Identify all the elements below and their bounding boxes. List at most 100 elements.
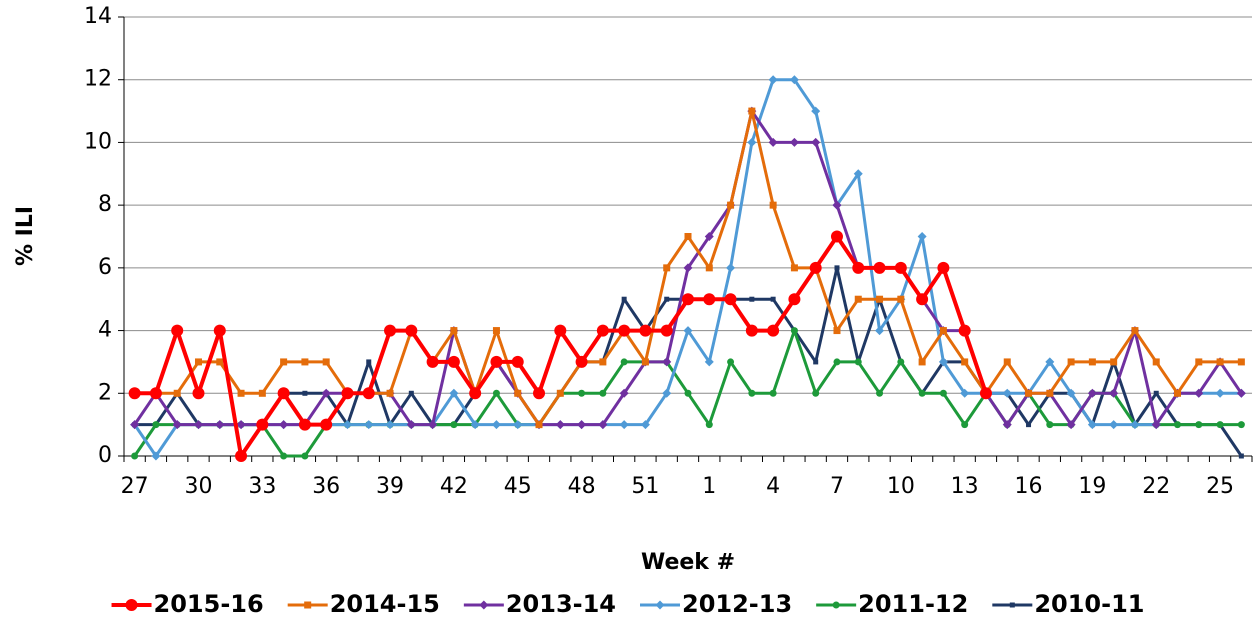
point xyxy=(918,358,926,366)
point xyxy=(298,418,311,431)
point xyxy=(215,420,225,430)
point xyxy=(237,389,245,397)
point xyxy=(703,293,716,306)
point xyxy=(727,201,735,209)
point xyxy=(193,420,203,430)
point xyxy=(535,421,543,429)
point xyxy=(684,233,692,240)
point xyxy=(683,263,693,273)
y-tick-label: 4 xyxy=(98,318,112,343)
y-tick-label: 2 xyxy=(98,380,112,405)
point xyxy=(492,327,500,335)
point xyxy=(596,324,609,337)
point xyxy=(704,357,714,367)
point xyxy=(662,357,672,367)
point xyxy=(406,420,416,430)
point xyxy=(1216,421,1224,429)
point xyxy=(748,389,756,397)
legend-label: 2015-16 xyxy=(154,590,264,618)
x-tick-label: 4 xyxy=(766,474,780,499)
point xyxy=(130,420,140,430)
point xyxy=(302,390,308,396)
point xyxy=(938,357,948,367)
point xyxy=(682,293,694,306)
point xyxy=(811,106,821,116)
point xyxy=(833,358,841,366)
point xyxy=(301,358,309,366)
point xyxy=(194,358,202,366)
point xyxy=(575,355,588,368)
point xyxy=(216,358,224,366)
point xyxy=(960,388,970,398)
point xyxy=(621,296,627,302)
point xyxy=(426,355,439,368)
point xyxy=(876,295,884,303)
point xyxy=(386,389,394,397)
point xyxy=(727,358,735,366)
point xyxy=(277,387,290,400)
point xyxy=(1087,388,1097,398)
point xyxy=(171,324,184,337)
point xyxy=(236,420,246,430)
point xyxy=(364,420,374,430)
point xyxy=(813,359,819,365)
point xyxy=(1153,390,1159,396)
point xyxy=(809,261,822,274)
point xyxy=(408,390,414,396)
point xyxy=(280,358,288,366)
point xyxy=(620,358,628,366)
y-tick-label: 6 xyxy=(98,255,112,280)
point xyxy=(917,232,927,241)
point xyxy=(640,420,650,430)
point xyxy=(1025,389,1033,397)
point xyxy=(748,107,756,115)
point xyxy=(599,389,607,397)
point xyxy=(492,389,500,397)
point xyxy=(961,421,969,429)
point xyxy=(280,452,288,460)
point xyxy=(450,421,458,429)
point xyxy=(1151,420,1161,430)
point xyxy=(428,420,438,430)
point xyxy=(1174,389,1182,397)
point xyxy=(749,296,755,302)
point xyxy=(1237,421,1245,429)
point xyxy=(833,327,841,335)
point xyxy=(384,324,397,337)
point xyxy=(554,324,567,337)
point xyxy=(939,389,947,397)
point xyxy=(1046,421,1054,429)
y-tick-label: 12 xyxy=(84,67,112,92)
point xyxy=(770,296,776,302)
point xyxy=(894,261,907,274)
legend-marker xyxy=(304,601,312,609)
x-tick-label: 25 xyxy=(1206,474,1234,499)
point xyxy=(684,389,692,397)
point xyxy=(958,324,971,337)
point xyxy=(556,389,564,397)
point xyxy=(1152,358,1160,366)
point xyxy=(747,137,757,147)
point xyxy=(235,450,248,462)
point xyxy=(641,358,649,366)
point xyxy=(937,261,950,274)
point xyxy=(854,358,862,366)
point xyxy=(897,358,905,366)
point xyxy=(131,452,139,460)
legend-label: 2012-13 xyxy=(682,590,792,618)
x-tick-label: 27 xyxy=(121,474,149,499)
point xyxy=(1195,421,1203,429)
point xyxy=(1026,422,1032,428)
point xyxy=(1003,358,1011,366)
point xyxy=(961,358,969,366)
point xyxy=(663,264,671,272)
point xyxy=(511,355,524,368)
point xyxy=(128,387,141,400)
legend-label: 2011-12 xyxy=(858,590,968,618)
point xyxy=(683,326,693,336)
legend-marker xyxy=(655,600,665,610)
legend-marker xyxy=(125,599,138,611)
point xyxy=(172,420,182,430)
point xyxy=(151,451,161,461)
